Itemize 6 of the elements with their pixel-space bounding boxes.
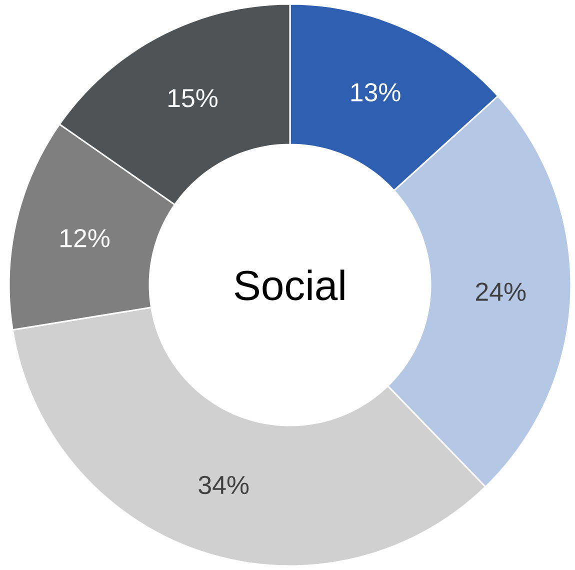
text: Social: [234, 270, 344, 300]
data-label: 34%: [198, 476, 249, 494]
data-label: 12%: [60, 228, 110, 248]
data-label: 15%: [168, 89, 218, 108]
data-label: 24%: [476, 282, 526, 301]
data-label: 13%: [351, 83, 400, 102]
